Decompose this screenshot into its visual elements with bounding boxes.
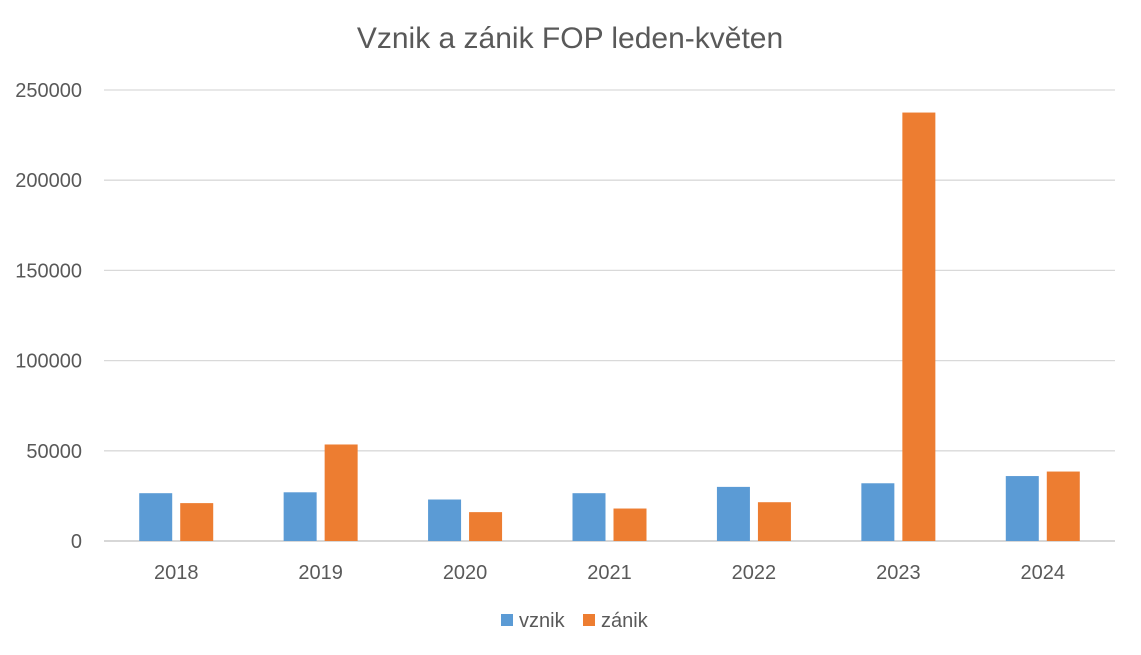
bar-vznik-2023 bbox=[861, 483, 895, 541]
legend-swatch-vznik bbox=[501, 614, 513, 626]
bar-zánik-2024 bbox=[1046, 471, 1080, 541]
y-tick-label: 50000 bbox=[26, 441, 82, 463]
x-tick-label: 2021 bbox=[587, 562, 632, 584]
x-tick-label: 2024 bbox=[1021, 562, 1066, 584]
bar-zánik-2023 bbox=[902, 112, 936, 542]
y-tick-label: 0 bbox=[71, 531, 82, 553]
bar-vznik-2021 bbox=[572, 493, 606, 541]
x-tick-label: 2018 bbox=[154, 562, 199, 584]
legend-label: vznik bbox=[519, 610, 566, 632]
legend: vznik zánik bbox=[501, 610, 649, 632]
legend-swatch-zánik bbox=[583, 614, 595, 626]
y-tick-label: 150000 bbox=[15, 260, 82, 282]
bar-zánik-2019 bbox=[324, 444, 358, 541]
bar-zánik-2022 bbox=[757, 502, 791, 541]
x-axis-ticks: 2018 2019 2020 2021 2022 2023 2024 bbox=[154, 562, 1065, 584]
bar-vznik-2018 bbox=[139, 493, 173, 541]
x-tick-label: 2020 bbox=[443, 562, 488, 584]
bar-zánik-2020 bbox=[469, 512, 503, 541]
bar-vznik-2024 bbox=[1005, 476, 1039, 541]
gridlines bbox=[104, 89, 1115, 542]
chart-title: Vznik a zánik FOP leden-květen bbox=[357, 22, 783, 55]
y-tick-label: 200000 bbox=[15, 170, 82, 192]
y-axis-ticks: 0 50000 100000 150000 200000 250000 bbox=[15, 80, 82, 553]
y-tick-label: 100000 bbox=[15, 351, 82, 373]
bars bbox=[139, 112, 1080, 542]
bar-vznik-2022 bbox=[716, 486, 750, 541]
bar-zánik-2018 bbox=[180, 503, 214, 541]
x-tick-label: 2023 bbox=[876, 562, 921, 584]
x-tick-label: 2019 bbox=[298, 562, 343, 584]
y-tick-label: 250000 bbox=[15, 80, 82, 102]
bar-vznik-2019 bbox=[283, 492, 317, 541]
x-tick-label: 2022 bbox=[732, 562, 777, 584]
bar-vznik-2020 bbox=[428, 499, 462, 541]
legend-label: zánik bbox=[601, 610, 649, 632]
bar-zánik-2021 bbox=[613, 508, 647, 541]
